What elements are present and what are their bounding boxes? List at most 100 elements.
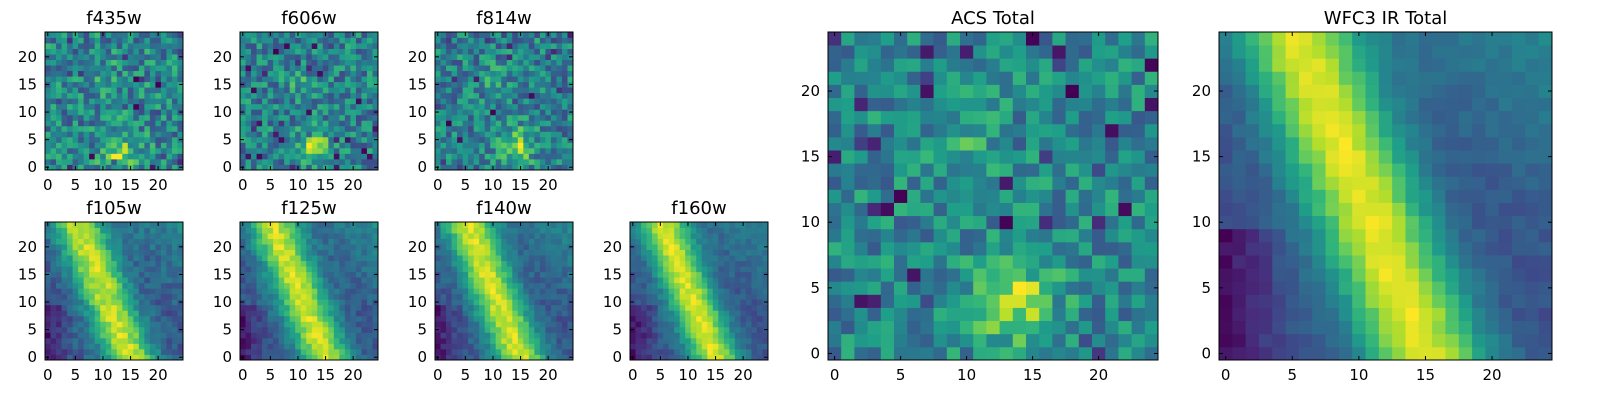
heatmap-cell (663, 310, 670, 317)
heatmap-cell (333, 147, 340, 154)
heatmap-cell (127, 288, 134, 295)
heatmap-cell (1052, 215, 1066, 230)
heatmap-cell (567, 76, 574, 83)
heatmap-cell (328, 244, 335, 250)
heatmap-cell (462, 271, 469, 278)
heatmap-cell (1026, 202, 1040, 217)
heatmap-cell (1039, 281, 1053, 295)
heatmap-cell (56, 109, 62, 116)
heatmap-cell (127, 147, 134, 154)
heatmap-cell (479, 103, 486, 110)
heatmap-cell (355, 92, 362, 99)
heatmap-cell (133, 222, 140, 228)
heatmap-cell (762, 282, 769, 289)
heatmap-cell (339, 48, 346, 55)
heatmap-cell (344, 87, 351, 94)
heatmap-cell (322, 109, 329, 116)
heatmap-cell (550, 114, 557, 121)
heatmap-cell (295, 233, 302, 239)
heatmap-cell (300, 32, 307, 38)
heatmap-cell (67, 321, 73, 328)
heatmap-cell (1105, 228, 1119, 243)
heatmap-cell (122, 136, 129, 143)
heatmap-cell (72, 92, 79, 99)
heatmap-cell (1092, 189, 1106, 203)
heatmap-cell (712, 321, 719, 328)
heatmap-cell (144, 282, 151, 289)
heatmap-cell (111, 131, 118, 138)
heatmap-cell (94, 103, 101, 110)
heatmap-cell (289, 125, 296, 132)
heatmap-cell (484, 249, 491, 256)
heatmap-cell (545, 103, 552, 110)
heatmap-cell (440, 114, 447, 121)
heatmap-cell (1105, 346, 1119, 361)
heatmap-cell (528, 310, 535, 317)
heatmap-cell (1052, 255, 1066, 269)
heatmap-cell (506, 87, 513, 94)
heatmap-cell (756, 343, 763, 350)
heatmap-cell (166, 76, 173, 83)
heatmap-cell (83, 87, 90, 94)
heatmap-cell (506, 153, 513, 160)
heatmap-cell (78, 332, 85, 339)
heatmap-cell (550, 142, 557, 149)
heatmap-cell (479, 315, 486, 322)
heatmap-cell (561, 348, 568, 355)
heatmap-cell (83, 147, 90, 154)
heatmap-cell (1131, 202, 1146, 217)
heatmap-cell (50, 37, 57, 44)
heatmap-cell (245, 125, 252, 132)
heatmap-cell (723, 288, 730, 295)
heatmap-cell (539, 147, 546, 154)
heatmap-cell (262, 354, 268, 361)
heatmap-cell (171, 233, 178, 239)
panel-title: f140w (476, 198, 531, 219)
heatmap-cell (468, 255, 475, 262)
heatmap-cell (556, 310, 563, 317)
heatmap-cell (556, 293, 563, 300)
heatmap-cell (484, 260, 491, 267)
heatmap-cell (457, 92, 463, 99)
heatmap-cell (756, 282, 763, 289)
heatmap-cell (556, 354, 563, 361)
heatmap-cell (256, 76, 263, 83)
heatmap-cell (111, 32, 118, 38)
heatmap-cell (72, 288, 79, 295)
heatmap-cell (920, 150, 934, 164)
heatmap-cell (50, 266, 57, 273)
heatmap-cell (256, 304, 263, 311)
heatmap-cell (999, 176, 1014, 190)
heatmap-cell (361, 310, 368, 317)
heatmap-cell (284, 348, 291, 355)
heatmap-cell (240, 98, 246, 105)
heatmap-cell (635, 288, 642, 295)
heatmap-cell (328, 48, 335, 55)
heatmap-cell (550, 109, 557, 116)
heatmap-cell (361, 315, 368, 322)
heatmap-cell (501, 48, 508, 55)
heatmap-cell (333, 326, 340, 333)
heatmap-cell (745, 277, 752, 284)
heatmap-cell (550, 158, 557, 165)
heatmap-cell (116, 43, 123, 49)
heatmap-cell (635, 238, 642, 245)
heatmap-cell (138, 293, 145, 300)
heatmap-cell (501, 310, 508, 317)
heatmap-cell (328, 59, 335, 66)
heatmap-cell (512, 76, 519, 83)
heatmap-cell (495, 32, 502, 38)
heatmap-cell (657, 326, 664, 333)
heatmap-cell (734, 260, 741, 267)
heatmap-cell (138, 164, 145, 171)
heatmap-cell (311, 299, 318, 306)
heatmap-cell (462, 337, 469, 344)
heatmap-cell (707, 266, 714, 273)
heatmap-cell (440, 43, 447, 49)
heatmap-cell (284, 266, 291, 273)
heatmap-cell (94, 304, 101, 311)
heatmap-cell (880, 320, 895, 335)
heatmap-cell (122, 76, 129, 83)
heatmap-cell (473, 120, 480, 127)
heatmap-cell (1131, 268, 1146, 282)
